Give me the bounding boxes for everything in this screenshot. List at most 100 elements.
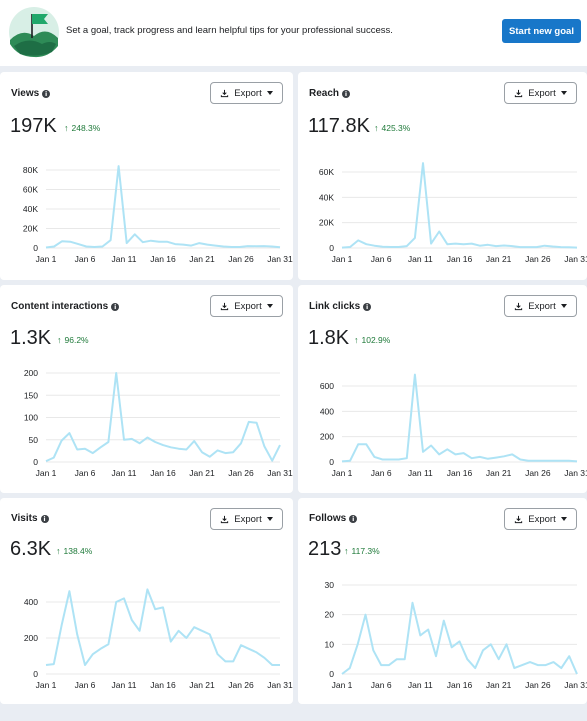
views-title-text: Views xyxy=(11,88,40,99)
x-tick-label: Jan 26 xyxy=(228,468,254,478)
info-icon[interactable]: i xyxy=(349,514,358,523)
y-tick-label: 0 xyxy=(329,457,334,467)
export-label: Export xyxy=(234,87,262,99)
visits-series-line[interactable] xyxy=(45,588,280,666)
delta-value: 138.4% xyxy=(63,546,93,556)
flag-goal-illustration xyxy=(9,7,59,58)
content-interactions-series-line[interactable] xyxy=(45,372,281,463)
content-interactions-title-text: Content interactions xyxy=(11,301,109,312)
x-tick-label: Jan 26 xyxy=(525,680,551,690)
x-tick-label: Jan 31 xyxy=(564,468,587,478)
x-tick-label: Jan 16 xyxy=(447,468,473,478)
x-tick-label: Jan 1 xyxy=(332,468,353,478)
reach-chart: 0 20K 40K 60K Jan 1 Jan 6 Jan 11 Jan 16 Jan 21 Ja… xyxy=(319,162,587,264)
follows-series-line[interactable] xyxy=(341,601,578,675)
views-card: Views i Export 197K ↑ 248.3% 0 20K 40K 60K 80K Jan … xyxy=(0,72,293,280)
start-new-goal-button[interactable]: Start new goal xyxy=(502,19,581,43)
info-icon[interactable]: i xyxy=(42,89,51,98)
download-icon xyxy=(515,302,523,310)
views-title: Views i xyxy=(11,88,51,99)
export-label: Export xyxy=(528,300,556,312)
arrow-up-icon: ↑ xyxy=(374,123,379,133)
y-tick-label: 60K xyxy=(23,185,38,195)
goal-banner: Set a goal, track progress and learn hel… xyxy=(0,0,587,66)
link-clicks-delta: ↑ 102.9% xyxy=(354,335,390,345)
link-clicks-series-line[interactable] xyxy=(341,373,578,463)
export-label: Export xyxy=(528,87,556,99)
x-tick-label: Jan 16 xyxy=(150,680,176,690)
delta-value: 248.3% xyxy=(71,123,101,133)
arrow-up-icon: ↑ xyxy=(64,123,69,133)
x-tick-label: Jan 11 xyxy=(112,254,137,264)
visits-total-value: 6.3K xyxy=(10,538,52,560)
x-tick-label: Jan 31 xyxy=(267,468,293,478)
content-interactions-export-button[interactable]: Export xyxy=(210,295,283,317)
content-interactions-card: Content interactions i Export 1.3K ↑ 96.2% 0 50… xyxy=(0,285,293,493)
banner-message: Set a goal, track progress and learn hel… xyxy=(66,25,393,36)
y-tick-label: 150 xyxy=(24,390,38,400)
content-interactions-total-value: 1.3K xyxy=(10,327,52,349)
y-tick-label: 0 xyxy=(33,243,38,253)
reach-series-line[interactable] xyxy=(341,162,578,249)
page-bottom-strip xyxy=(0,704,587,721)
y-tick-label: 400 xyxy=(24,597,38,607)
views-export-button[interactable]: Export xyxy=(210,82,283,104)
visits-chart: 0 200 400 Jan 1 Jan 6 Jan 11 Jan 16 Jan 21 Jan 2… xyxy=(24,588,293,690)
x-tick-label: Jan 21 xyxy=(486,680,512,690)
link-clicks-chart: 0 200 400 600 Jan 1 Jan 6 Jan 11 Jan 16 Jan 21 Ja… xyxy=(320,373,587,478)
x-tick-label: Jan 31 xyxy=(267,680,293,690)
reach-total-value: 117.8K xyxy=(308,115,370,137)
export-label: Export xyxy=(234,513,262,525)
x-tick-label: Jan 26 xyxy=(228,680,254,690)
arrow-up-icon: ↑ xyxy=(354,335,359,345)
delta-value: 117.3% xyxy=(351,546,380,556)
x-tick-label: Jan 31 xyxy=(564,680,587,690)
x-tick-label: Jan 11 xyxy=(408,468,433,478)
x-tick-label: Jan 16 xyxy=(150,254,176,264)
follows-total-value: 213 xyxy=(308,538,342,560)
reach-delta: ↑ 425.3% xyxy=(374,123,410,133)
x-tick-label: Jan 1 xyxy=(332,254,353,264)
delta-value: 425.3% xyxy=(381,123,411,133)
download-icon xyxy=(221,302,229,310)
visits-title-text: Visits xyxy=(11,513,38,524)
x-tick-label: Jan 31 xyxy=(564,254,587,264)
follows-chart: 0 10 20 30 Jan 1 Jan 6 Jan 11 Jan 16 Jan 21 Jan 2… xyxy=(325,580,587,690)
x-tick-label: Jan 6 xyxy=(75,680,96,690)
visits-title: Visits i xyxy=(11,513,49,524)
x-tick-label: Jan 21 xyxy=(486,254,512,264)
y-tick-label: 0 xyxy=(33,669,38,679)
content-interactions-title: Content interactions i xyxy=(11,301,120,312)
link-clicks-export-button[interactable]: Export xyxy=(504,295,577,317)
reach-title: Reach i xyxy=(309,88,351,99)
views-series-line[interactable] xyxy=(45,165,281,249)
link-clicks-title-text: Link clicks xyxy=(309,301,361,312)
content-interactions-chart: 0 50 100 150 200 Jan 1 Jan 6 Jan 11 Jan 16 Jan 21… xyxy=(24,368,293,478)
y-tick-label: 200 xyxy=(24,368,38,378)
y-tick-label: 0 xyxy=(329,669,334,679)
x-tick-label: Jan 1 xyxy=(332,680,353,690)
x-tick-label: Jan 21 xyxy=(486,468,512,478)
visits-export-button[interactable]: Export xyxy=(210,508,283,530)
x-tick-label: Jan 6 xyxy=(75,254,96,264)
info-icon[interactable]: i xyxy=(363,302,372,311)
info-icon[interactable]: i xyxy=(342,89,351,98)
y-tick-label: 40K xyxy=(319,192,334,202)
info-icon[interactable]: i xyxy=(40,514,49,523)
follows-export-button[interactable]: Export xyxy=(504,508,577,530)
x-tick-label: Jan 6 xyxy=(75,468,96,478)
x-tick-label: Jan 16 xyxy=(150,468,176,478)
views-total-value: 197K xyxy=(10,115,57,137)
y-tick-label: 200 xyxy=(320,432,334,442)
x-tick-label: Jan 6 xyxy=(371,680,392,690)
views-chart: 0 20K 40K 60K 80K Jan 1 Jan 6 Jan 11 Jan 16 Jan 2… xyxy=(23,165,293,264)
y-tick-label: 60K xyxy=(319,167,334,177)
visits-delta: ↑ 138.4% xyxy=(56,546,92,556)
x-tick-label: Jan 21 xyxy=(189,254,215,264)
y-tick-label: 100 xyxy=(24,413,38,423)
y-tick-label: 400 xyxy=(320,406,334,416)
x-tick-label: Jan 11 xyxy=(112,468,137,478)
reach-export-button[interactable]: Export xyxy=(504,82,577,104)
chevron-down-icon xyxy=(560,517,567,521)
info-icon[interactable]: i xyxy=(111,302,120,311)
